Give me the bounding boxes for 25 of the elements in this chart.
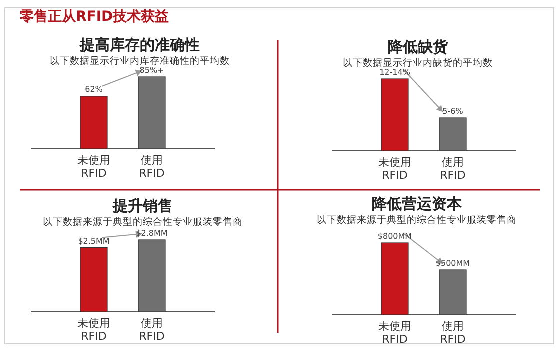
x-tick-label: 未使用RFID [378,320,412,346]
chart-subtitle: 以下数据显示行业内缺货的平均数 [343,57,493,69]
text: 零售正从RFID技术获益 [20,8,170,26]
chart-subtitle: 以下数据显示行业内库存准确性的平均数 [50,55,230,67]
x-tick-label: 使用RFID [439,320,467,346]
data-label: $2.5MM [78,236,110,246]
chart-title: 提升销售 [113,197,173,216]
x-tick-label: 未使用RFID [378,156,412,182]
data-label: 85%+ [140,66,164,75]
x-tick-label: 使用RFID [439,156,467,182]
x-tick-label: 使用RFID [138,317,166,343]
chart-subtitle: 以下数据来源于典型的综合性专业服装零售商 [317,214,517,227]
data-label: 5-6% [442,107,464,116]
data-label: 12-14% [380,68,410,77]
x-tick-label: 未使用RFID [76,154,112,180]
data-label: $800MM [378,232,412,241]
data-label: 62% [85,85,103,94]
chart-title: 降低缺货 [388,38,448,57]
data-label: $500MM [436,259,470,268]
chart-title: 降低营运资本 [372,195,462,214]
data-label: $2.8MM [136,229,168,238]
chart-subtitle: 以下数据来源于典型的综合性专业服装零售商 [43,216,243,229]
x-tick-label: 未使用RFID [76,317,112,343]
chart-title: 提高库存的准确性 [80,36,200,55]
x-tick-label: 使用RFID [138,154,166,180]
